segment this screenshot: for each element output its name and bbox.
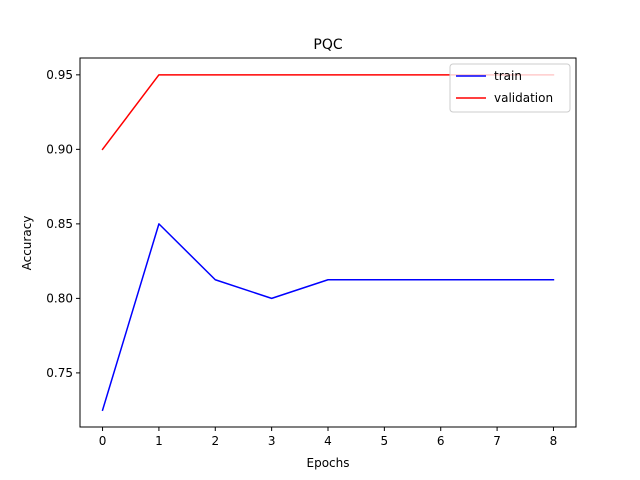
series-line-train	[101, 223, 555, 412]
x-tick-label: 4	[324, 434, 332, 448]
x-tick-label: 5	[381, 434, 389, 448]
axis-ticks: 0 1 2 3 4 5 6 7 8 0.75 0.80 0.85 0.90 0.95	[46, 68, 557, 448]
x-tick-label: 6	[437, 434, 445, 448]
y-axis-label: Accuracy	[20, 216, 34, 271]
chart-title: PQC	[313, 37, 342, 53]
legend: train validation	[449, 63, 571, 113]
y-tick-label: 0.85	[46, 217, 73, 231]
x-tick-label: 1	[155, 434, 163, 448]
x-axis-label: Epochs	[307, 456, 350, 470]
x-tick-label: 2	[211, 434, 219, 448]
y-tick-label: 0.75	[46, 366, 73, 380]
y-tick-label: 0.80	[46, 291, 73, 305]
y-tick-label: 0.90	[46, 142, 73, 156]
legend-label-train: train	[494, 69, 522, 83]
legend-label-validation: validation	[494, 91, 553, 105]
axes-frame	[79, 57, 577, 428]
x-tick-label: 3	[268, 434, 276, 448]
x-tick-label: 0	[99, 434, 107, 448]
y-tick-label: 0.95	[46, 68, 73, 82]
x-tick-label: 7	[493, 434, 501, 448]
x-tick-label: 8	[550, 434, 558, 448]
